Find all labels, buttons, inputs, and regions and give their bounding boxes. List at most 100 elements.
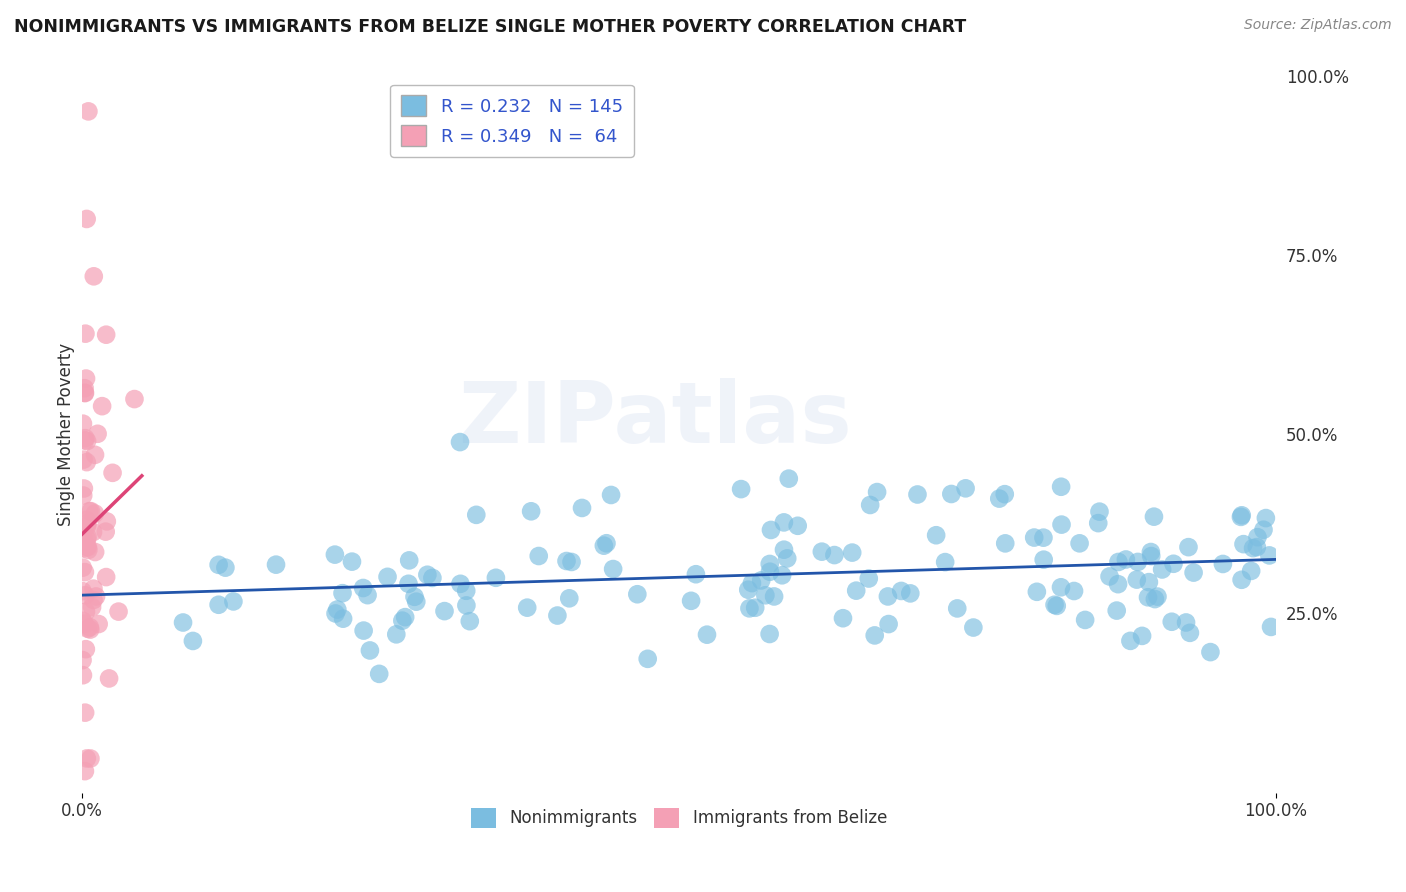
- Text: Source: ZipAtlas.com: Source: ZipAtlas.com: [1244, 18, 1392, 32]
- Point: [1143, 592, 1166, 607]
- Point: [1143, 509, 1166, 524]
- Point: [394, 610, 416, 624]
- Point: [405, 595, 427, 609]
- Point: [681, 594, 703, 608]
- Point: [759, 565, 782, 579]
- Point: [1130, 629, 1153, 643]
- Point: [73, 482, 96, 496]
- Point: [449, 576, 471, 591]
- Point: [946, 601, 969, 615]
- Point: [786, 518, 808, 533]
- Point: [741, 576, 763, 591]
- Point: [75, 326, 97, 341]
- Point: [326, 602, 349, 616]
- Point: [72, 531, 94, 545]
- Point: [934, 555, 956, 569]
- Point: [845, 583, 868, 598]
- Point: [72, 560, 94, 574]
- Point: [592, 539, 614, 553]
- Point: [94, 327, 117, 342]
- Point: [84, 448, 107, 462]
- Point: [1182, 566, 1205, 580]
- Point: [1050, 517, 1073, 532]
- Point: [877, 590, 900, 604]
- Point: [1212, 557, 1234, 571]
- Point: [1119, 633, 1142, 648]
- Point: [988, 491, 1011, 506]
- Point: [352, 581, 374, 595]
- Point: [1230, 508, 1253, 523]
- Point: [994, 487, 1017, 501]
- Point: [76, 516, 98, 531]
- Point: [759, 523, 782, 537]
- Point: [730, 482, 752, 496]
- Point: [1050, 580, 1073, 594]
- Text: ZIPatlas: ZIPatlas: [458, 378, 852, 461]
- Point: [76, 622, 98, 636]
- Point: [72, 668, 94, 682]
- Point: [207, 598, 229, 612]
- Point: [516, 600, 538, 615]
- Point: [1105, 604, 1128, 618]
- Point: [79, 623, 101, 637]
- Point: [377, 570, 399, 584]
- Point: [1246, 530, 1268, 544]
- Point: [368, 666, 391, 681]
- Point: [907, 487, 929, 501]
- Point: [1107, 555, 1129, 569]
- Point: [124, 392, 146, 406]
- Point: [832, 611, 855, 625]
- Point: [75, 588, 97, 602]
- Point: [738, 601, 761, 615]
- Point: [1232, 537, 1254, 551]
- Point: [72, 653, 94, 667]
- Point: [823, 548, 845, 562]
- Point: [86, 426, 108, 441]
- Point: [340, 555, 363, 569]
- Point: [1032, 552, 1054, 566]
- Point: [465, 508, 488, 522]
- Point: [323, 548, 346, 562]
- Point: [1199, 645, 1222, 659]
- Point: [773, 516, 796, 530]
- Point: [1126, 573, 1149, 587]
- Point: [72, 614, 94, 628]
- Point: [749, 574, 772, 588]
- Point: [207, 558, 229, 572]
- Point: [75, 642, 97, 657]
- Point: [1069, 536, 1091, 550]
- Point: [73, 434, 96, 448]
- Point: [1230, 509, 1253, 524]
- Point: [416, 567, 439, 582]
- Point: [1240, 564, 1263, 578]
- Point: [863, 628, 886, 642]
- Point: [449, 435, 471, 450]
- Point: [96, 515, 118, 529]
- Point: [696, 628, 718, 642]
- Point: [73, 385, 96, 400]
- Point: [859, 498, 882, 512]
- Point: [1163, 557, 1185, 571]
- Point: [1253, 523, 1275, 537]
- Point: [773, 542, 796, 557]
- Point: [76, 540, 98, 554]
- Point: [778, 472, 800, 486]
- Point: [332, 612, 354, 626]
- Point: [1140, 549, 1163, 563]
- Point: [73, 764, 96, 779]
- Point: [77, 540, 100, 554]
- Point: [685, 567, 707, 582]
- Point: [602, 562, 624, 576]
- Point: [1160, 615, 1182, 629]
- Point: [1175, 615, 1198, 630]
- Point: [1098, 569, 1121, 583]
- Legend: Nonimmigrants, Immigrants from Belize: Nonimmigrants, Immigrants from Belize: [464, 801, 894, 835]
- Point: [98, 672, 121, 686]
- Point: [1115, 552, 1137, 566]
- Point: [391, 614, 413, 628]
- Y-axis label: Single Mother Poverty: Single Mother Poverty: [58, 343, 75, 525]
- Point: [1087, 516, 1109, 530]
- Point: [1137, 591, 1160, 605]
- Point: [214, 560, 236, 574]
- Point: [637, 652, 659, 666]
